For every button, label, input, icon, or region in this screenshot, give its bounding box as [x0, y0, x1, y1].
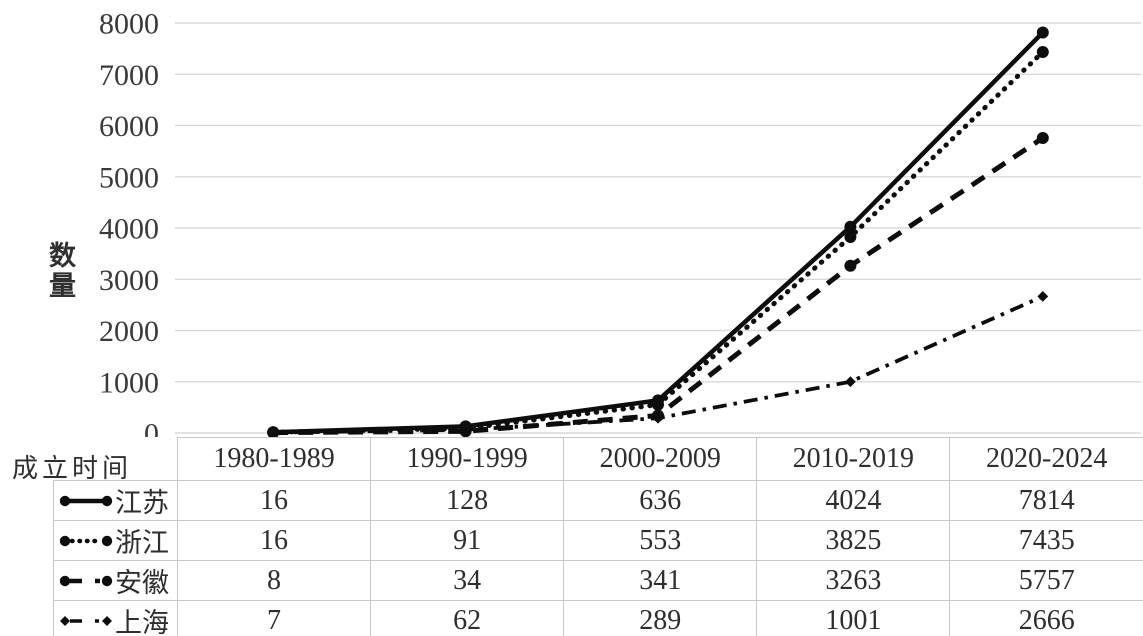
table-cell: 7435 — [949, 520, 1143, 561]
legend-line-sample-anhui — [59, 575, 113, 586]
column-header-2000-2009: 2000-2009 — [563, 437, 758, 481]
table-cell: 2666 — [949, 600, 1143, 636]
series-name-anhui: 安徽 — [115, 568, 169, 598]
table-corner-cell — [53, 437, 178, 481]
table-cell: 8 — [176, 560, 372, 601]
y-tick-label: 0 — [144, 418, 159, 438]
table-cell: 16 — [176, 520, 372, 561]
series-zhejiang — [267, 46, 1049, 437]
data-point-circle — [844, 259, 857, 272]
table-cell: 7 — [176, 600, 372, 636]
legend-marker — [101, 575, 113, 586]
legend-marker — [101, 495, 113, 506]
y-tick-label: 1000 — [99, 366, 159, 399]
table-cell: 16 — [176, 480, 372, 521]
row-label-jiangsu: 江苏 — [53, 480, 178, 521]
table-cell: 7814 — [949, 480, 1143, 521]
column-header-1980-1989: 1980-1989 — [176, 437, 372, 481]
series-name-shanghai: 上海 — [115, 608, 169, 636]
series-name-zhejiang: 浙江 — [115, 528, 169, 558]
table-cell: 1001 — [756, 600, 951, 636]
series-line-jiangsu — [273, 30, 1045, 435]
table-cell: 3825 — [756, 520, 951, 561]
row-label-zhejiang: 浙江 — [53, 520, 178, 561]
table-row-zhejiang: 浙江 16 91 553 3825 7435 — [53, 520, 1143, 561]
y-tick-label: 3000 — [99, 264, 159, 297]
table-cell: 91 — [370, 520, 565, 561]
table-body: 江苏 16 128 636 4024 7814 浙江 16 91 553 3825 7435 安徽 8 34… — [53, 480, 1143, 636]
data-point-circle — [1036, 46, 1049, 58]
column-header-2020-2024: 2020-2024 — [949, 437, 1143, 481]
table-cell: 3263 — [756, 560, 951, 601]
table-cell: 62 — [370, 600, 565, 636]
row-label-anhui: 安徽 — [53, 560, 178, 601]
legend-marker — [60, 615, 70, 626]
table-row-anhui: 安徽 8 34 341 3263 5757 — [53, 560, 1143, 601]
y-tick-label: 7000 — [99, 59, 159, 92]
data-point-circle — [1036, 26, 1049, 39]
table-header-row: 1980-1989 1990-1999 2000-2009 2010-2019 2020… — [53, 437, 1143, 481]
legend-line-sample-zhejiang — [59, 535, 113, 546]
data-point-circle — [844, 231, 857, 243]
table-cell: 636 — [563, 480, 758, 521]
y-tick-label: 6000 — [99, 110, 159, 143]
y-tick-label: 5000 — [99, 161, 159, 194]
y-axis-title: 数量 — [45, 241, 75, 301]
line-chart: 0 1000 2000 3000 4000 5000 6000 7000 8000 — [99, 8, 1141, 438]
series-jiangsu — [267, 26, 1049, 437]
data-point-circle — [652, 394, 664, 407]
table-cell: 128 — [370, 480, 565, 521]
table-cell: 5757 — [949, 560, 1143, 601]
legend-marker — [59, 535, 71, 546]
table-row-shanghai: 上海 7 62 289 1001 2666 — [53, 600, 1143, 636]
legend-marker — [101, 535, 113, 546]
legend-marker — [59, 495, 71, 506]
series-anhui — [267, 132, 1049, 437]
legend-marker — [59, 575, 71, 586]
y-tick-label: 4000 — [99, 213, 159, 246]
y-tick-label: 2000 — [99, 315, 159, 348]
column-header-2010-2019: 2010-2019 — [756, 437, 951, 481]
data-point-circle — [1036, 132, 1049, 144]
legend-line-sample-jiangsu — [59, 495, 113, 506]
row-label-inner: 江苏 — [54, 481, 177, 520]
data-point-circle — [844, 220, 857, 233]
y-tick-label: 8000 — [99, 8, 159, 41]
series-name-jiangsu: 江苏 — [115, 488, 169, 518]
table-row-jiangsu: 江苏 16 128 636 4024 7814 — [53, 480, 1143, 521]
table-cell: 341 — [563, 560, 758, 601]
data-point-diamond — [845, 376, 856, 388]
table-cell: 289 — [563, 600, 758, 636]
table-header: 1980-1989 1990-1999 2000-2009 2010-2019 2020… — [53, 437, 1143, 481]
table-cell: 553 — [563, 520, 758, 561]
row-label-inner: 浙江 — [54, 521, 177, 560]
series-line-anhui — [273, 135, 1045, 436]
table-cell: 34 — [370, 560, 565, 601]
legend-marker — [102, 615, 112, 626]
data-point-diamond — [1037, 291, 1049, 302]
row-label-inner: 上海 — [54, 601, 177, 636]
data-point-circle — [459, 420, 472, 433]
data-table: 1980-1989 1990-1999 2000-2009 2010-2019 2020… — [53, 437, 1143, 636]
row-label-shanghai: 上海 — [53, 600, 178, 636]
legend-line-sample-shanghai — [60, 615, 112, 626]
column-header-1990-1999: 1990-1999 — [370, 437, 565, 481]
data-point-circle — [652, 409, 664, 422]
data-point-circle — [267, 426, 280, 437]
table-cell: 4024 — [756, 480, 951, 521]
row-label-inner: 安徽 — [54, 561, 177, 600]
series-line-zhejiang — [270, 49, 1046, 435]
